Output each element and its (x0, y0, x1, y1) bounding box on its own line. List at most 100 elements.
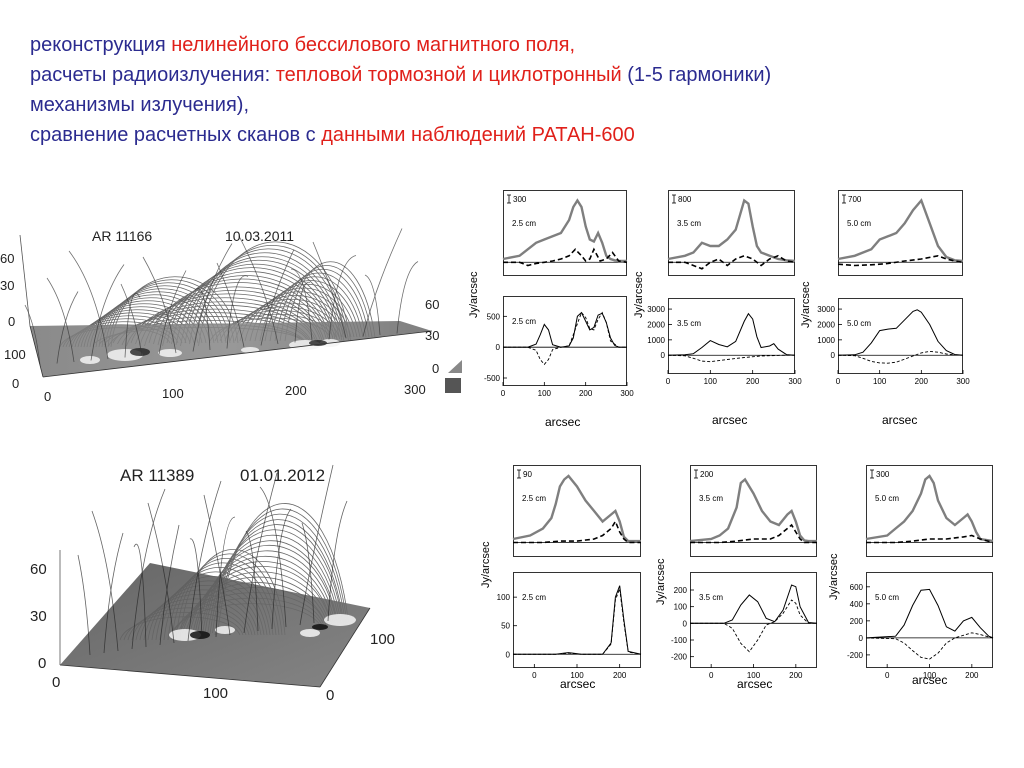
field-line (139, 290, 323, 346)
field-line (203, 494, 231, 636)
region-label: AR 11166 (92, 228, 152, 244)
field-line (239, 295, 349, 342)
y-tick-label: 3000 (647, 305, 665, 314)
axis-tick: 0 (38, 655, 46, 672)
field-line (214, 508, 348, 636)
polarized-scan-line (513, 519, 641, 544)
field-line (142, 256, 177, 354)
y-tick-label: 100 (674, 603, 688, 612)
x-tick-label: 200 (746, 377, 760, 386)
heading-line-3: механизмы излучения), (30, 90, 1010, 120)
plot-frame (668, 298, 795, 374)
field-line (131, 488, 166, 650)
plot-frame (513, 572, 641, 668)
y-tick-label: 2000 (647, 320, 665, 329)
plot-frame (866, 572, 993, 668)
field-line (171, 263, 338, 345)
x-axis-label: arcsec (912, 673, 948, 687)
polarized-scan-line (690, 523, 817, 544)
wavelength-label: 2.5 cm (512, 317, 536, 326)
y-tick-label: 0 (496, 343, 501, 352)
field-line (147, 502, 175, 644)
heading-line-4: сравнение расчетных сканов с данными наб… (30, 120, 1010, 150)
scan-plot-model-35cm: 3.5 cm -200 -100 0 100 200 0 100 200 (671, 572, 818, 680)
y-tick-label: 500 (487, 312, 501, 321)
axis-tick: 0 (52, 674, 60, 691)
heading-highlight: тепловой тормозной и циклотронный (275, 64, 622, 86)
field-line (328, 255, 357, 340)
field-line (264, 276, 364, 342)
field-line (284, 261, 376, 342)
x-axis-label: arcsec (882, 413, 918, 427)
field-line (212, 513, 346, 634)
y-tick-label: -200 (847, 651, 864, 660)
field-line (98, 288, 223, 348)
scan-plot-observed-35cm: 3.5 cm 200 (689, 465, 817, 557)
y-tick-label: 3000 (817, 305, 835, 314)
x-tick-label: 200 (613, 671, 627, 680)
heading-text: (1-5 гармоники) (621, 64, 772, 86)
y-tick-label: -500 (484, 374, 501, 383)
scan-plot-model-50cm: 5.0 cm -200 0 200 400 600 0 100 200 (847, 572, 994, 680)
field-line (107, 279, 235, 348)
heading-highlight: данными наблюдений РАТАН-600 (321, 124, 635, 146)
dark-spot (312, 624, 328, 630)
x-axis-label: arcsec (737, 677, 773, 691)
wavelength-label: 2.5 cm (512, 219, 536, 228)
field-line (187, 480, 222, 642)
x-axis-label: arcsec (545, 415, 581, 429)
plot-frame (838, 190, 963, 276)
polarized-scan-line (668, 254, 796, 270)
x-tick-label: 300 (620, 389, 634, 398)
x-tick-label: 0 (836, 377, 841, 386)
field-line (162, 271, 334, 347)
axis-tick: 0 (432, 361, 439, 376)
bright-spot (158, 349, 182, 357)
scan-plot-observed-25cm: 2.5 cm 90 (512, 465, 641, 557)
x-tick-label: 200 (965, 671, 979, 680)
field-line (90, 264, 125, 361)
x-tick-label: 0 (532, 671, 537, 680)
x-tick-label: 300 (956, 377, 970, 386)
y-tick-label: 0 (683, 619, 688, 628)
field-line (104, 282, 231, 348)
x-tick-label: 200 (579, 389, 593, 398)
field-lines-front (24, 228, 419, 366)
dark-spot (309, 340, 327, 346)
x-tick-label: 200 (915, 377, 929, 386)
scale-bar-label: 700 (848, 195, 862, 204)
axis-tick: 60 (425, 297, 439, 312)
field-line (279, 265, 373, 342)
bright-spot (169, 629, 201, 641)
y-tick-label: 400 (850, 600, 864, 609)
plot-frame (503, 190, 627, 276)
bright-spot (241, 347, 259, 353)
plot-frame (690, 572, 817, 668)
y-axis-label: Jy/arcsec (480, 541, 492, 588)
dark-spot (190, 631, 210, 639)
axis-tick: 60 (30, 561, 47, 578)
heading-text: расчеты радиоизлучения: (30, 64, 276, 86)
y-tick-label: 50 (501, 622, 510, 631)
scan-plot-model-25cm: 2.5 cm 0 50 100 0 100 200 (497, 572, 642, 680)
field-line (301, 522, 315, 624)
scale-bar-label: 90 (523, 470, 532, 479)
wavelength-label: 3.5 cm (699, 494, 723, 503)
corner-marker (445, 378, 461, 393)
scan-plot-observed-25cm: 2.5 cm 300 (502, 190, 628, 276)
field-line (215, 516, 236, 638)
wavelength-label: 2.5 cm (522, 494, 546, 503)
field-line (299, 464, 334, 626)
polarized-scan-line (503, 247, 628, 267)
y-axis-label: Jy/arcsec (468, 271, 480, 318)
field-line (103, 532, 124, 654)
heading-text: реконструкция (30, 34, 172, 56)
observed-scan-line (512, 474, 641, 543)
magnetogram-spots (169, 614, 356, 641)
field-line (254, 283, 358, 342)
scale-bar-label: 800 (678, 195, 692, 204)
polarized-scan-line (513, 588, 642, 655)
model-scan-line (865, 588, 994, 639)
axis-tick: 100 (203, 685, 228, 702)
scale-bar-label: 300 (876, 470, 890, 479)
